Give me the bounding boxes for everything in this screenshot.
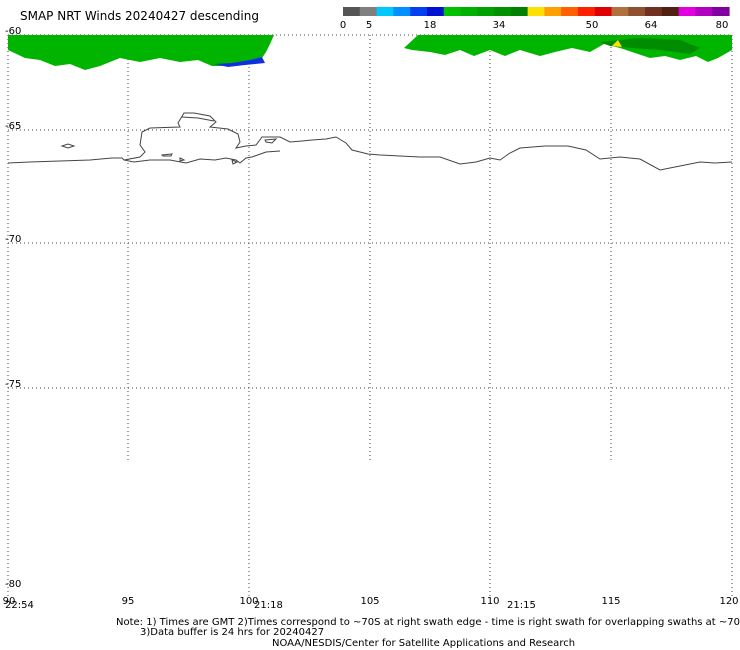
lon-label-110: 110 — [480, 596, 500, 607]
colorbar-segment — [628, 7, 646, 16]
colorbar-segment — [376, 7, 394, 16]
colorbar-label-5: 5 — [365, 20, 373, 31]
colorbar-segment — [443, 7, 462, 16]
colorbar-segment — [359, 7, 378, 16]
colorbar-segment — [494, 7, 512, 16]
swath-time-right: 21:15 — [507, 600, 536, 611]
colorbar-segment — [678, 7, 697, 16]
colorbar-segment — [426, 7, 445, 16]
colorbar-segment — [410, 7, 428, 16]
colorbar-label-80: 80 — [715, 20, 729, 31]
colorbar-label-0: 0 — [339, 20, 347, 31]
colorbar-segment — [594, 7, 613, 16]
colorbar-segment — [544, 7, 562, 16]
colorbar-segment — [393, 7, 411, 16]
lon-label-90: 90 — [2, 596, 16, 607]
colorbar-segment — [460, 7, 478, 16]
wind-swath-left — [8, 35, 274, 70]
colorbar-label-50: 50 — [585, 20, 599, 31]
colorbar-segment — [561, 7, 579, 16]
colorbar-segment — [645, 7, 663, 16]
coastline — [7, 112, 733, 171]
lon-label-105: 105 — [360, 596, 380, 607]
colorbar-label-18: 18 — [423, 20, 437, 31]
grid-lines — [8, 34, 732, 598]
lat-label-80: -80 — [5, 579, 22, 590]
colorbar-segment — [510, 7, 529, 16]
note-line-2: 3)Data buffer is 24 hrs for 20240427 — [140, 627, 325, 638]
colorbar-label-34: 34 — [492, 20, 506, 31]
map-title: SMAP NRT Winds 20240427 descending — [20, 9, 259, 23]
colorbar-segment — [343, 7, 361, 16]
colorbar-segment — [712, 7, 730, 16]
lon-label-95: 95 — [121, 596, 135, 607]
colorbar-segment — [661, 7, 680, 16]
colorbar-segment — [527, 7, 545, 16]
colorbar-segment — [611, 7, 629, 16]
colorbar-segment — [695, 7, 713, 16]
colorbar-segment — [577, 7, 596, 16]
lon-label-115: 115 — [601, 596, 621, 607]
colorbar-segment — [477, 7, 495, 16]
lat-label-65: -65 — [5, 121, 22, 132]
lat-label-75: -75 — [5, 379, 22, 390]
lon-label-120: 120 — [719, 596, 739, 607]
lat-label-60: -60 — [5, 26, 22, 37]
note-line-3: NOAA/NESDIS/Center for Satellite Applica… — [272, 638, 576, 649]
lon-label-100: 100 — [239, 596, 259, 607]
swath-time-middle: 21:18 — [254, 600, 283, 611]
colorbar-label-64: 64 — [644, 20, 658, 31]
colorbar — [343, 7, 730, 16]
swath-time-left: 22:54 — [5, 600, 34, 611]
wind-swath-right — [404, 35, 732, 62]
lat-label-70: -70 — [5, 234, 22, 245]
note-line-1: Note: 1) Times are GMT 2)Times correspon… — [116, 617, 740, 628]
